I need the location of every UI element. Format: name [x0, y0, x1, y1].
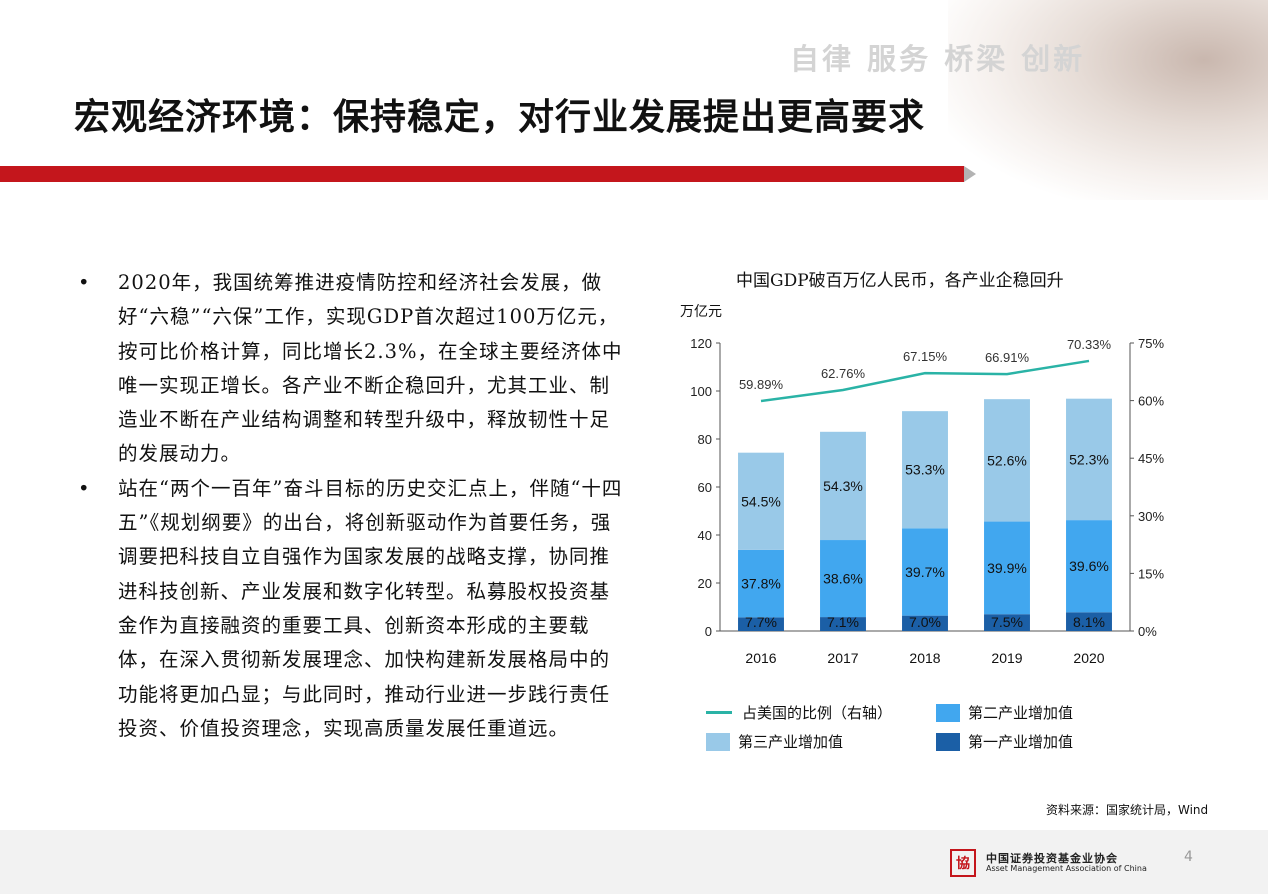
left-tick-label: 20: [698, 576, 712, 591]
left-tick-label: 60: [698, 480, 712, 495]
legend-label: 第二产业增加值: [968, 704, 1074, 722]
bullet-text: 站在“两个一百年”奋斗目标的历史交汇点上，伴随“十四五”《规划纲要》的出台，将创…: [118, 476, 623, 740]
bullet-item: • 2020年，我国统筹推进疫情防控和经济社会发展，做好“六稳”“六保”工作，实…: [78, 266, 626, 472]
bar-data-label: 54.3%: [823, 478, 863, 494]
bar-data-label: 7.0%: [909, 614, 941, 630]
bar-data-label: 53.3%: [905, 462, 945, 478]
chart-title: 中国GDP破百万亿人民币，各产业企稳回升: [736, 271, 1064, 291]
legend-label: 第三产业增加值: [738, 733, 844, 751]
bar-data-label: 7.1%: [827, 614, 859, 630]
right-tick-label: 60%: [1138, 394, 1164, 409]
bar-segment: [738, 549, 784, 618]
legend-box-swatch: [706, 732, 730, 751]
title-underline-bar: [0, 166, 964, 182]
bullet-dot-icon: •: [78, 476, 91, 500]
right-tick-label: 0%: [1138, 624, 1157, 639]
bar-data-label: 39.9%: [987, 560, 1027, 576]
legend-box-swatch: [936, 703, 960, 722]
gdp-chart: 0 20 40 60 80 100 120 0% 15% 30% 45% 60% 75% 7.7% 37.8…: [690, 336, 1164, 666]
bar-data-label: 7.5%: [991, 614, 1023, 630]
left-tick-label: 40: [698, 528, 712, 543]
bar-segment: [1066, 398, 1112, 521]
footer: [0, 830, 1268, 894]
left-tick-label: 0: [705, 624, 712, 639]
arrow-icon: [964, 166, 976, 182]
bar-segment: [984, 399, 1030, 522]
bar-data-label: 38.6%: [823, 571, 863, 587]
bar-segment: [1066, 520, 1112, 613]
x-tick-label: 2018: [909, 650, 940, 666]
bar-segment: [984, 614, 1030, 631]
bar-data-label: 54.5%: [741, 493, 781, 509]
bar-data-label: 8.1%: [1073, 614, 1105, 630]
bar-segment: [820, 431, 866, 541]
legend-item-ratio: 占美国的比例（右轴）: [706, 702, 892, 723]
right-tick-label: 30%: [1138, 509, 1164, 524]
bullet-list: • 2020年，我国统筹推进疫情防控和经济社会发展，做好“六稳”“六保”工作，实…: [78, 266, 626, 746]
line-data-label: 67.15%: [903, 349, 948, 364]
bar-segment: [902, 528, 948, 616]
legend-item-tertiary: 第三产业增加值: [706, 731, 843, 752]
ratio-line: [760, 359, 1090, 403]
x-tick-label: 2017: [827, 650, 858, 666]
source-note: 资料来源：国家统计局，Wind: [1046, 803, 1209, 817]
x-tick-label: 2019: [991, 650, 1022, 666]
left-tick-label: 80: [698, 432, 712, 447]
logo-icon: 協: [950, 849, 976, 877]
bullet-item: • 站在“两个一百年”奋斗目标的历史交汇点上，伴随“十四五”《规划纲要》的出台，…: [78, 472, 626, 746]
page-title: 宏观经济环境：保持稳定，对行业发展提出更高要求: [74, 97, 926, 138]
right-tick-label: 45%: [1138, 451, 1164, 466]
right-tick-label: 15%: [1138, 566, 1164, 581]
bar-data-label: 37.8%: [741, 576, 781, 592]
bar-segment: [902, 615, 948, 631]
left-tick-label: 120: [690, 336, 712, 351]
slogan: 自律 服务 桥梁 创新: [790, 42, 1086, 76]
bar-data-label: 7.7%: [745, 614, 777, 630]
bar-data-label: 52.6%: [987, 452, 1027, 468]
legend-label: 占美国的比例（右轴）: [742, 704, 893, 722]
bar-data-label: 39.7%: [905, 564, 945, 580]
line-data-label: 62.76%: [821, 366, 866, 381]
legend-item-primary: 第一产业增加值: [936, 731, 1073, 752]
legend-line-swatch: [706, 711, 732, 714]
org-name-cn: 中国证券投资基金业协会: [986, 852, 1118, 865]
bar-segment: [902, 411, 948, 529]
legend-box-swatch: [936, 732, 960, 751]
legend-label: 第一产业增加值: [968, 733, 1074, 751]
bar-segment: [738, 617, 784, 631]
bullet-text: 2020年，我国统筹推进疫情防控和经济社会发展，做好“六稳”“六保”工作，实现G…: [118, 271, 623, 466]
bar-data-label: 39.6%: [1069, 558, 1109, 574]
page-number: 4: [1184, 849, 1193, 865]
chart-unit-label: 万亿元: [680, 304, 722, 320]
legend-item-secondary: 第二产业增加值: [936, 702, 1073, 723]
bar-segment: [738, 452, 784, 550]
x-tick-label: 2016: [745, 650, 776, 666]
bar-segment: [820, 540, 866, 618]
header-decoration: [948, 0, 1268, 200]
bar-data-label: 52.3%: [1069, 451, 1109, 467]
bullet-dot-icon: •: [78, 271, 91, 294]
right-tick-label: 75%: [1138, 336, 1164, 351]
bar-segment: [984, 521, 1030, 615]
line-data-label: 66.91%: [985, 350, 1030, 365]
line-data-label: 70.33%: [1067, 337, 1112, 352]
bar-segment: [1066, 612, 1112, 631]
line-data-label: 59.89%: [739, 377, 784, 392]
org-name-en: Asset Management Association of China: [986, 864, 1147, 873]
x-tick-label: 2020: [1073, 650, 1104, 666]
left-tick-label: 100: [690, 384, 712, 399]
bar-segment: [820, 617, 866, 631]
